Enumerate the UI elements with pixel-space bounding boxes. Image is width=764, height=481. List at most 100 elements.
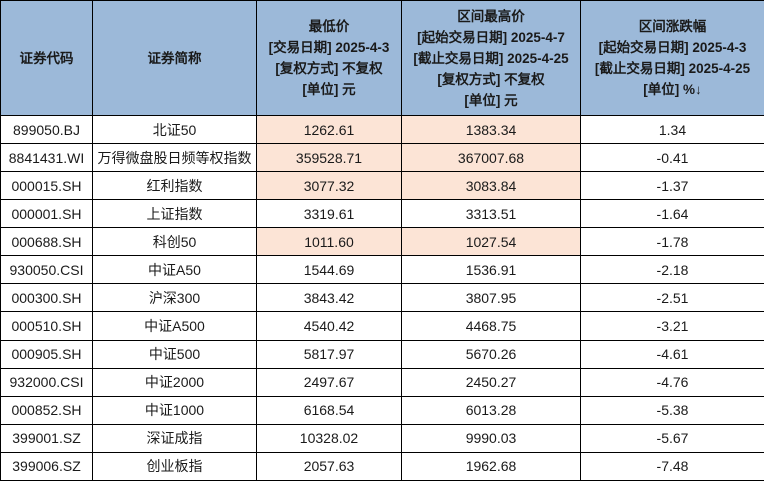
cell-low-price: 3319.61 [256,199,402,229]
cell-range-change-pct: -2.51 [580,283,764,313]
cell-security-name: 万得微盘股日频等权指数 [92,143,257,173]
cell-low-price: 2057.63 [256,451,402,481]
cell-security-code: 000001.SH [0,199,93,229]
header-param-adjust-mode: [复权方式] 不复权 [437,71,545,87]
cell-range-change-pct: -4.61 [580,339,764,369]
column-header-security-name: 证券简称 [92,0,257,116]
header-param-unit: [单位] 元 [302,82,356,97]
cell-range-high-price: 3807.95 [401,283,581,313]
table-row: 000852.SH 中证1000 6168.54 6013.28 -5.38 [0,395,764,425]
cell-low-price: 3077.32 [256,171,402,201]
header-param-unit: [单位] 元 [464,92,518,108]
column-header-security-code: 证券代码 [0,0,93,116]
table-row: 399006.SZ 创业板指 2057.63 1962.68 -7.48 [0,451,764,481]
table-row: 932000.CSI 中证2000 2497.67 2450.27 -4.76 [0,367,764,397]
header-label: 区间涨跌幅 [638,19,707,34]
header-param-start-date: [起始交易日期] 2025-4-3 [598,40,747,55]
cell-low-price: 5817.97 [256,339,402,369]
cell-low-price: 1544.69 [256,255,402,285]
header-label: 证券简称 [147,50,202,66]
table-row: 000688.SH 科创50 1011.60 1027.54 -1.78 [0,227,764,257]
header-label: 最低价 [308,19,350,34]
table-row: 899050.BJ 北证50 1262.61 1383.34 1.34 [0,114,764,145]
cell-range-change-pct: -4.76 [580,367,764,397]
cell-security-name: 沪深300 [92,283,257,313]
table-header: 证券代码 证券简称 最低价 [交易日期] 2025-4-3 [复权方式] 不复权… [0,0,764,116]
cell-security-code: 000852.SH [0,395,93,425]
header-param-end-date: [截止交易日期] 2025-4-25 [413,50,569,66]
table-row: 000015.SH 红利指数 3077.32 3083.84 -1.37 [0,171,764,201]
header-param-adjust-mode: [复权方式] 不复权 [275,61,383,76]
cell-range-high-price: 3083.84 [401,171,581,201]
cell-security-name: 创业板指 [92,451,257,481]
cell-security-code: 000905.SH [0,339,93,369]
cell-security-code: 932000.CSI [0,367,93,397]
table-row: 000300.SH 沪深300 3843.42 3807.95 -2.51 [0,283,764,313]
cell-security-name: 红利指数 [92,171,257,201]
cell-low-price: 6168.54 [256,395,402,425]
cell-range-high-price: 1027.54 [401,227,581,257]
cell-low-price: 1262.61 [256,114,402,145]
column-header-low-price: 最低价 [交易日期] 2025-4-3 [复权方式] 不复权 [单位] 元 [256,0,402,116]
cell-range-change-pct: -7.48 [580,451,764,481]
header-param-unit-sort-desc-icon: [单位] %↓ [643,82,702,97]
cell-low-price: 2497.67 [256,367,402,397]
table-row: 399001.SZ 深证成指 10328.02 9990.03 -5.67 [0,423,764,453]
table-body: 899050.BJ 北证50 1262.61 1383.34 1.34 8841… [0,114,764,481]
cell-range-high-price: 4468.75 [401,311,581,341]
table-row: 000001.SH 上证指数 3319.61 3313.51 -1.64 [0,199,764,229]
cell-range-high-price: 9990.03 [401,423,581,453]
cell-security-name: 上证指数 [92,199,257,229]
cell-security-code: 399006.SZ [0,451,93,481]
header-param-start-date: [起始交易日期] 2025-4-7 [417,29,565,45]
table-row: 8841431.WI 万得微盘股日频等权指数 359528.71 367007.… [0,143,764,173]
header-row: 证券代码 证券简称 最低价 [交易日期] 2025-4-3 [复权方式] 不复权… [0,0,764,116]
header-label: 区间最高价 [457,8,525,24]
cell-security-name: 中证A500 [92,311,257,341]
cell-range-high-price: 1962.68 [401,451,581,481]
cell-range-high-price: 1383.34 [401,114,581,145]
cell-range-high-price: 5670.26 [401,339,581,369]
table-row: 000510.SH 中证A500 4540.42 4468.75 -3.21 [0,311,764,341]
cell-security-code: 000688.SH [0,227,93,257]
cell-range-change-pct: -1.64 [580,199,764,229]
cell-low-price: 1011.60 [256,227,402,257]
cell-range-change-pct: -3.21 [580,311,764,341]
cell-security-code: 930050.CSI [0,255,93,285]
cell-security-code: 000510.SH [0,311,93,341]
cell-security-code: 399001.SZ [0,423,93,453]
table-row: 930050.CSI 中证A50 1544.69 1536.91 -2.18 [0,255,764,285]
cell-security-name: 深证成指 [92,423,257,453]
cell-low-price: 4540.42 [256,311,402,341]
cell-security-name: 中证500 [92,339,257,369]
cell-range-high-price: 6013.28 [401,395,581,425]
cell-low-price: 359528.71 [256,143,402,173]
cell-range-high-price: 367007.68 [401,143,581,173]
cell-security-name: 中证2000 [92,367,257,397]
cell-range-change-pct: -2.18 [580,255,764,285]
cell-range-change-pct: -5.67 [580,423,764,453]
cell-security-code: 8841431.WI [0,143,93,173]
cell-range-change-pct: -1.78 [580,227,764,257]
cell-range-high-price: 3313.51 [401,199,581,229]
cell-range-change-pct: -5.38 [580,395,764,425]
cell-security-code: 000015.SH [0,171,93,201]
cell-range-high-price: 2450.27 [401,367,581,397]
cell-security-code: 000300.SH [0,283,93,313]
cell-range-high-price: 1536.91 [401,255,581,285]
cell-security-name: 北证50 [92,114,257,145]
cell-security-name: 科创50 [92,227,257,257]
cell-range-change-pct: -1.37 [580,171,764,201]
table-row: 000905.SH 中证500 5817.97 5670.26 -4.61 [0,339,764,369]
header-label: 证券代码 [19,50,74,66]
cell-security-name: 中证A50 [92,255,257,285]
column-header-range-change-pct: 区间涨跌幅 [起始交易日期] 2025-4-3 [截止交易日期] 2025-4-… [580,0,764,116]
cell-range-change-pct: 1.34 [580,114,764,145]
header-param-trade-date: [交易日期] 2025-4-3 [268,40,390,55]
cell-security-name: 中证1000 [92,395,257,425]
column-header-range-high-price: 区间最高价 [起始交易日期] 2025-4-7 [截止交易日期] 2025-4-… [401,0,581,116]
header-param-end-date: [截止交易日期] 2025-4-25 [594,61,751,76]
cell-low-price: 3843.42 [256,283,402,313]
cell-range-change-pct: -0.41 [580,143,764,173]
